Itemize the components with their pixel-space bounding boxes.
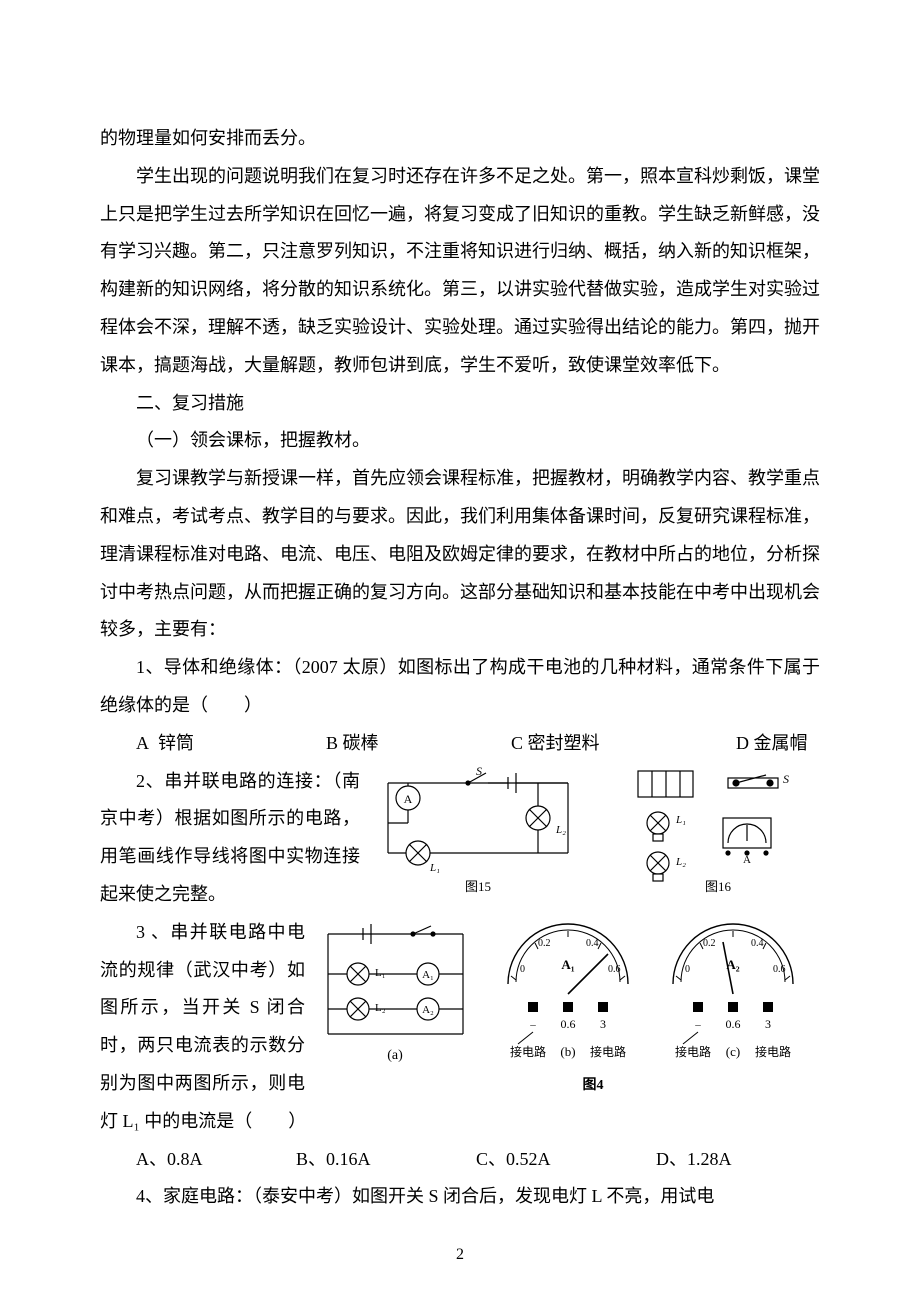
svg-text:0.6: 0.6 — [608, 964, 621, 975]
question-3-block: 3 、串并联电路中电流的规律（武汉中考）如图所示，当开关 S 闭合时，两只电流表… — [100, 914, 820, 1141]
svg-text:接电路: 接电路 — [755, 1044, 791, 1059]
svg-text:(c): (c) — [726, 1044, 740, 1059]
svg-text:L₂: L₂ — [675, 856, 686, 868]
document-page: 的物理量如何安排而丢分。 学生出现的问题说明我们在复习时还存在许多不足之处。第一… — [0, 0, 920, 1302]
question-4: 4、家庭电路：（泰安中考）如图开关 S 闭合后，发现电灯 L 不亮，用试电 — [100, 1178, 820, 1216]
fig16-label: 图16 — [705, 879, 732, 894]
svg-text:0.6: 0.6 — [561, 1017, 576, 1031]
svg-text:接电路: 接电路 — [510, 1044, 546, 1059]
fig4-label: 图4 — [583, 1077, 604, 1093]
q1-option-b: B 碳棒 — [290, 725, 475, 763]
fig15-label: 图15 — [465, 879, 491, 894]
question-2-block: 2、串并联电路的连接：（南京中考）根据如图所示的电路，用笔画线作导线将图中实物连… — [100, 763, 820, 914]
svg-text:A₁: A₁ — [422, 969, 434, 981]
question-1-options: A 锌筒 B 碳棒 C 密封塑料 D 金属帽 — [100, 725, 820, 763]
svg-text:0.2: 0.2 — [703, 938, 716, 949]
svg-text:L₂: L₂ — [555, 824, 566, 836]
svg-text:0.6: 0.6 — [773, 964, 786, 975]
paragraph-continuation: 的物理量如何安排而丢分。 — [100, 120, 820, 158]
svg-text:A₁: A₁ — [561, 957, 574, 972]
q1-option-d: D 金属帽 — [700, 725, 808, 763]
page-number: 2 — [0, 1246, 920, 1264]
svg-text:A: A — [743, 854, 751, 866]
svg-text:L₁: L₁ — [675, 814, 686, 826]
svg-text:0.4: 0.4 — [751, 938, 764, 949]
question-2: 2、串并联电路的连接：（南京中考）根据如图所示的电路，用笔画线作导线将图中实物连… — [100, 763, 360, 914]
svg-text:接电路: 接电路 — [675, 1044, 711, 1059]
paragraph-review: 复习课教学与新授课一样，首先应领会课程标准，把握教材，明确教学内容、教学重点和难… — [100, 460, 820, 649]
svg-text:S: S — [476, 764, 482, 778]
svg-text:S: S — [783, 772, 789, 786]
svg-text:–: – — [529, 1019, 536, 1031]
paragraph-analysis: 学生出现的问题说明我们在复习时还存在许多不足之处。第一，照本宣科炒剩饭，课堂上只… — [100, 158, 820, 385]
question-3-options: A、0.8A B、0.16A C、0.52A D、1.28A — [100, 1141, 820, 1179]
svg-text:3: 3 — [765, 1017, 771, 1031]
heading-subsection-1: （一）领会课标，把握教材。 — [100, 422, 820, 460]
question-1: 1、导体和绝缘体：（2007 太原）如图标出了构成干电池的几种材料，通常条件下属… — [100, 649, 820, 725]
q3-option-a: A、0.8A — [100, 1141, 260, 1179]
svg-text:0.4: 0.4 — [586, 938, 599, 949]
svg-text:0: 0 — [685, 964, 690, 975]
svg-text:L₁: L₁ — [429, 862, 440, 874]
q3-option-c: C、0.52A — [440, 1141, 620, 1179]
circuit-diagram-icon: A S — [368, 763, 808, 898]
figure-4-container: L₁ A₁ L₂ A₂ (a) — [313, 914, 820, 1109]
ammeter-diagram-icon: L₁ A₁ L₂ A₂ (a) — [313, 914, 813, 1104]
svg-text:A: A — [404, 792, 413, 806]
svg-text:0: 0 — [520, 964, 525, 975]
q3-option-d: D、1.28A — [620, 1141, 732, 1179]
q1-option-a: A 锌筒 — [100, 725, 290, 763]
svg-text:3: 3 — [600, 1017, 606, 1031]
svg-text:L₂: L₂ — [375, 1002, 386, 1014]
figure-15-16-container: A S — [368, 763, 820, 903]
question-3: 3 、串并联电路中电流的规律（武汉中考）如图所示，当开关 S 闭合时，两只电流表… — [100, 914, 305, 1141]
q3-option-b: B、0.16A — [260, 1141, 440, 1179]
svg-text:L₁: L₁ — [375, 967, 386, 979]
svg-text:–: – — [694, 1019, 701, 1031]
svg-text:接电路: 接电路 — [590, 1044, 626, 1059]
fig4-a-label: (a) — [387, 1048, 403, 1063]
svg-text:0.2: 0.2 — [538, 938, 551, 949]
q1-option-c: C 密封塑料 — [475, 725, 700, 763]
svg-text:(b): (b) — [560, 1044, 575, 1059]
heading-section-2: 二、复习措施 — [100, 385, 820, 423]
svg-text:0.6: 0.6 — [726, 1017, 741, 1031]
svg-text:A₂: A₂ — [422, 1004, 434, 1016]
